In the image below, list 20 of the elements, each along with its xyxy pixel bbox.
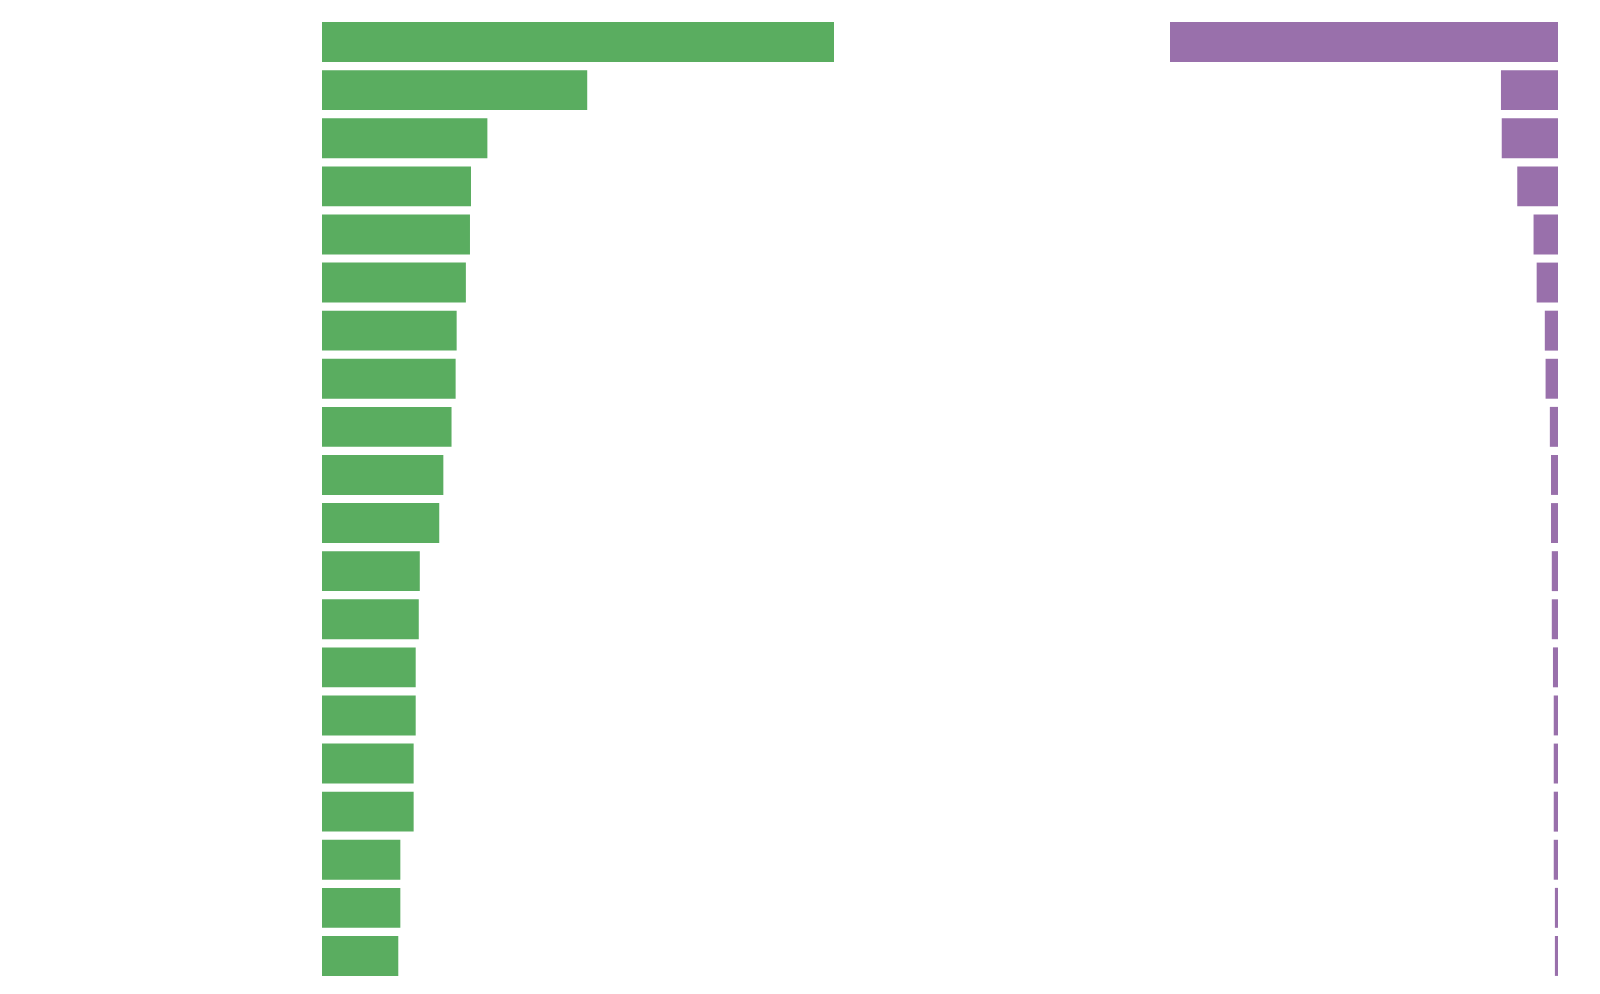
bar — [322, 166, 471, 207]
bar — [322, 262, 466, 303]
bar — [322, 839, 401, 880]
bar — [322, 406, 452, 447]
bar — [322, 70, 588, 111]
bar — [322, 647, 416, 688]
bar — [322, 935, 399, 976]
bar — [322, 454, 444, 495]
bar — [322, 551, 420, 592]
bar — [322, 503, 440, 544]
bar — [322, 358, 456, 399]
bar — [322, 695, 416, 736]
bar — [322, 791, 414, 832]
bar — [322, 118, 488, 159]
bar — [322, 887, 401, 928]
bar — [322, 743, 414, 784]
bar — [322, 599, 419, 640]
bar — [322, 22, 834, 63]
bar — [322, 214, 470, 255]
bar — [322, 310, 457, 351]
